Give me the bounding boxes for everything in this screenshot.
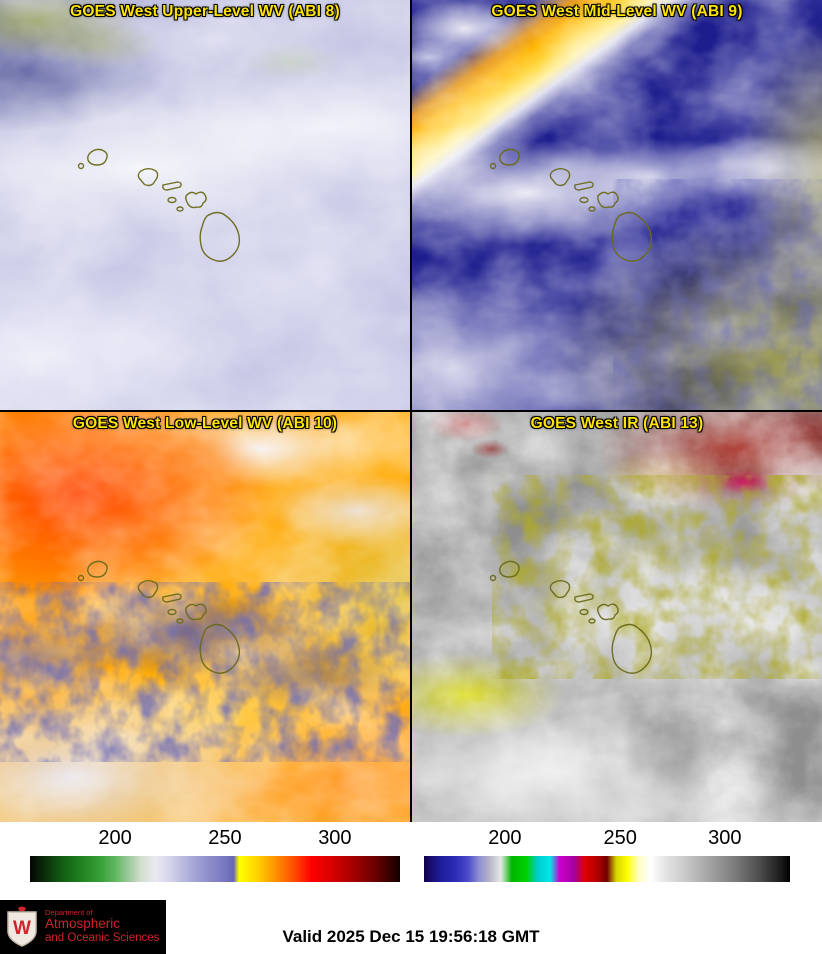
panel-title-low-wv: GOES West Low-Level WV (ABI 10) — [72, 415, 338, 432]
wv-tick-300: 300 — [318, 827, 352, 849]
cloud-texture — [0, 412, 410, 822]
cloud-texture — [412, 412, 822, 822]
panel-upper-level-wv: GOES West Upper-Level WV (ABI 8) — [0, 0, 410, 410]
hawaii-island-outlines — [0, 0, 410, 410]
speckle-texture — [0, 597, 410, 747]
speckle-texture — [522, 492, 822, 662]
aos-logo: W Department of Atmospheric and Oceanic … — [0, 900, 166, 954]
panel-title-upper-wv: GOES West Upper-Level WV (ABI 8) — [70, 3, 340, 20]
logo-name-line2: and Oceanic Sciences — [45, 932, 160, 945]
crest-flame — [18, 906, 26, 911]
ir-colorbar-group: 200 250 300 — [424, 822, 790, 894]
panel-title-mid-wv: GOES West Mid-Level WV (ABI 9) — [491, 3, 743, 20]
logo-name-line1: Atmospheric — [45, 916, 121, 932]
ir-colorbar — [424, 856, 790, 882]
panel-mid-level-wv: GOES West Mid-Level WV (ABI 9) — [412, 0, 822, 410]
cloud-texture — [0, 0, 410, 410]
wv-colorbar-ticks: 200 250 300 — [30, 822, 400, 855]
panel-grid: GOES West Upper-Level WV (ABI 8) GOES We… — [0, 0, 822, 822]
speckle-texture — [632, 200, 822, 410]
wv-tick-200: 200 — [98, 827, 132, 849]
logo-dept-line: Department of — [45, 908, 93, 918]
hawaii-island-outlines — [412, 0, 822, 410]
panel-low-level-wv: GOES West Low-Level WV (ABI 10) — [0, 412, 410, 822]
logo-text: Department of Atmospheric and Oceanic Sc… — [45, 908, 160, 945]
ir-tick-300: 300 — [708, 827, 742, 849]
cloud-texture — [412, 0, 822, 410]
panel-ir: GOES West IR (ABI 13) — [412, 412, 822, 822]
ir-tick-200: 200 — [488, 827, 522, 849]
hawaii-island-outlines — [412, 412, 822, 822]
wv-colorbar — [30, 856, 400, 882]
crest-shield — [7, 911, 37, 947]
wv-colorbar-group: 200 250 300 — [30, 822, 400, 894]
valid-time-text: Valid 2025 Dec 15 19:56:18 GMT — [282, 927, 540, 946]
wv-tick-250: 250 — [208, 827, 242, 849]
ir-tick-250: 250 — [603, 827, 637, 849]
footer: W Department of Atmospheric and Oceanic … — [0, 894, 822, 954]
uw-crest-icon: W — [7, 906, 37, 947]
crest-letter: W — [13, 918, 31, 939]
colorbar-row: 200 250 300 200 250 300 — [0, 822, 822, 894]
panel-title-ir: GOES West IR (ABI 13) — [530, 415, 704, 432]
hawaii-island-outlines — [0, 412, 410, 822]
ir-colorbar-ticks: 200 250 300 — [424, 822, 790, 855]
